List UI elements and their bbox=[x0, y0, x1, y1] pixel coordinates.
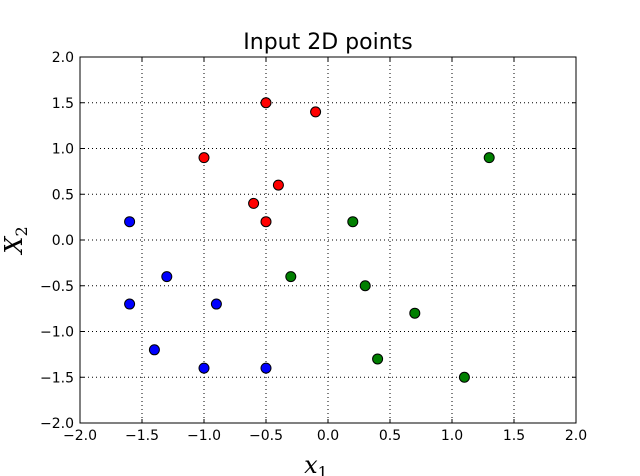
data-point bbox=[161, 271, 173, 283]
data-point bbox=[260, 97, 272, 109]
x-tick-label: 0.5 bbox=[379, 428, 401, 444]
y-tick-label: 0.5 bbox=[52, 187, 74, 203]
x-tick-label: −1.5 bbox=[125, 428, 159, 444]
y-tick-label: 2.0 bbox=[52, 50, 74, 66]
data-point bbox=[372, 353, 384, 365]
y-tick-label: −2.0 bbox=[40, 416, 74, 432]
data-point bbox=[148, 344, 160, 356]
y-tick-label: 1.5 bbox=[52, 96, 74, 112]
chart-title: Input 2D points bbox=[243, 30, 412, 55]
data-point bbox=[198, 362, 210, 374]
data-point bbox=[409, 307, 421, 319]
data-point bbox=[124, 216, 136, 228]
data-point bbox=[198, 152, 210, 164]
data-point bbox=[310, 106, 322, 118]
y-axis-label-main: X bbox=[0, 236, 28, 256]
data-point bbox=[272, 179, 284, 191]
data-point bbox=[458, 371, 470, 383]
grid-lines bbox=[80, 57, 576, 423]
data-point bbox=[359, 280, 371, 292]
data-point bbox=[210, 298, 222, 310]
x-axis-label: x1 bbox=[304, 451, 328, 476]
x-tick-label: 1.0 bbox=[441, 428, 463, 444]
x-tick-label: −1.0 bbox=[187, 428, 221, 444]
y-tick-label: 0.0 bbox=[52, 233, 74, 249]
x-tick-label: 2.0 bbox=[565, 428, 587, 444]
y-axis-label: X2 bbox=[0, 226, 31, 255]
y-tick-label: −1.0 bbox=[40, 325, 74, 341]
data-point bbox=[248, 197, 260, 209]
axis-ticks: −2.0 −1.5 −1.0 −0.5 0.0 0.5 1.0 1.5 2.0 −2.0 −1.5 −… bbox=[40, 50, 587, 444]
data-point bbox=[260, 216, 272, 228]
data-point bbox=[483, 152, 495, 164]
y-tick-label: −0.5 bbox=[40, 279, 74, 295]
y-tick-label: 1.0 bbox=[52, 142, 74, 158]
data-point bbox=[260, 362, 272, 374]
y-tick-label: −1.5 bbox=[40, 370, 74, 386]
x-tick-label: −0.5 bbox=[249, 428, 283, 444]
data-point bbox=[347, 216, 359, 228]
x-tick-label: 1.5 bbox=[503, 428, 525, 444]
data-point bbox=[124, 298, 136, 310]
data-point bbox=[285, 271, 297, 283]
y-axis-label-sub: 2 bbox=[12, 226, 31, 236]
data-points bbox=[124, 97, 495, 383]
y-axis-label-group: X2 bbox=[0, 226, 31, 255]
x-axis-label-sub: 1 bbox=[318, 463, 328, 476]
x-tick-label: −2.0 bbox=[63, 428, 97, 444]
x-tick-label: 0.0 bbox=[317, 428, 339, 444]
x-axis-label-main: x bbox=[304, 451, 318, 476]
